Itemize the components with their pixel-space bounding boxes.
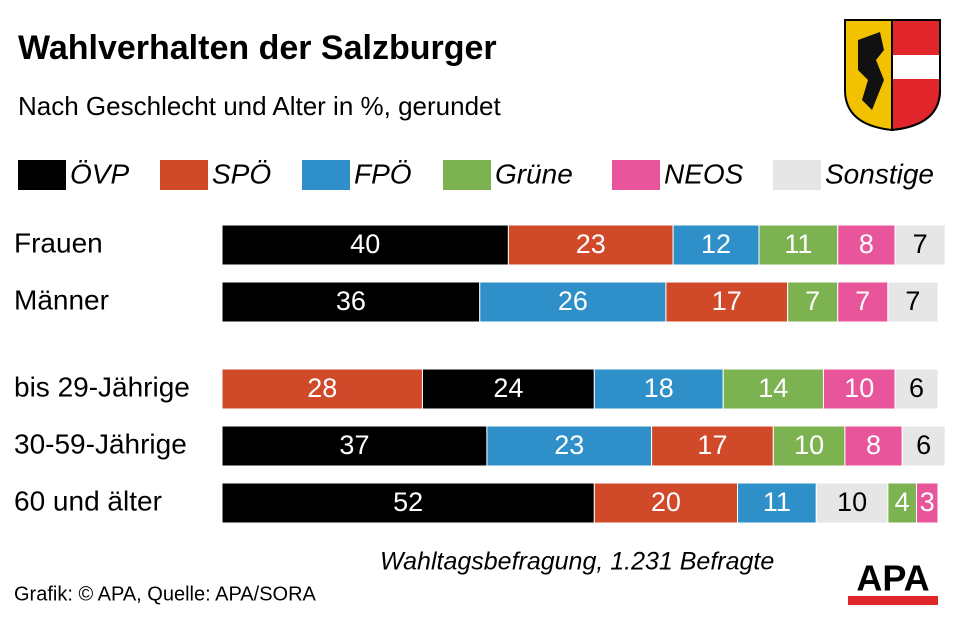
bar-segment — [672, 224, 760, 266]
legend-swatch — [443, 160, 491, 190]
legend-label: Grüne — [495, 158, 573, 189]
chart-subtitle: Nach Geschlecht und Alter in %, gerundet — [18, 91, 502, 121]
value-label: 11 — [763, 487, 791, 517]
value-label: 7 — [913, 229, 928, 259]
row-label: 30-59-Jährige — [14, 428, 187, 459]
bar-segment — [722, 368, 824, 410]
legend-label: NEOS — [664, 158, 744, 189]
bar-segment — [887, 482, 918, 524]
bar-segment — [665, 281, 789, 323]
value-label: 18 — [644, 373, 674, 403]
bar-segment — [421, 368, 595, 410]
value-label: 24 — [493, 373, 523, 403]
value-label: 7 — [855, 286, 870, 316]
legend-label: Sonstige — [825, 158, 934, 189]
bar-segment — [479, 281, 667, 323]
bar-segment — [822, 368, 896, 410]
value-label: 17 — [712, 286, 742, 316]
value-label: 6 — [909, 373, 924, 403]
bar-segment — [593, 368, 724, 410]
bar-segment — [486, 425, 653, 467]
bar-segment — [844, 425, 903, 467]
bar-segment — [758, 224, 839, 266]
value-label: 14 — [758, 373, 788, 403]
bar-segment — [593, 482, 739, 524]
value-label: 7 — [905, 286, 920, 316]
bar-segment — [221, 482, 595, 524]
value-label: 26 — [558, 286, 588, 316]
bar-segment — [916, 482, 939, 524]
legend-swatch — [773, 160, 821, 190]
value-label: 8 — [859, 229, 874, 259]
bar-segment — [651, 425, 774, 467]
value-label: 10 — [844, 373, 874, 403]
value-label: 11 — [784, 229, 812, 259]
legend-swatch — [160, 160, 208, 190]
value-label: 4 — [895, 487, 910, 517]
row-label: Frauen — [14, 227, 103, 258]
legend-label: ÖVP — [70, 158, 129, 189]
value-label: 6 — [916, 430, 931, 460]
legend-label: SPÖ — [212, 158, 271, 189]
bar-segment — [837, 281, 889, 323]
bar-segment — [221, 368, 423, 410]
row-label: Männer — [14, 284, 109, 315]
value-label: 52 — [393, 487, 423, 517]
chart-title: Wahlverhalten der Salzburger — [18, 29, 497, 67]
value-label: 12 — [701, 229, 731, 259]
value-label: 28 — [307, 373, 337, 403]
coat-of-arms — [844, 19, 941, 132]
legend-swatch — [612, 160, 660, 190]
row-label: 60 und älter — [14, 485, 162, 516]
value-label: 20 — [651, 487, 681, 517]
bar-segment — [221, 224, 509, 266]
value-label: 40 — [350, 229, 380, 259]
bar-segment — [221, 281, 481, 323]
row-label: bis 29-Jährige — [14, 371, 190, 402]
logo-text: APA — [856, 558, 929, 599]
legend-swatch — [302, 160, 350, 190]
value-label: 3 — [920, 487, 935, 517]
bar-segment — [787, 281, 839, 323]
value-label: 23 — [554, 430, 584, 460]
value-label: 7 — [805, 286, 820, 316]
bar-segment — [894, 368, 939, 410]
value-label: 10 — [837, 487, 867, 517]
bar-segment — [507, 224, 674, 266]
bar-segment — [221, 425, 488, 467]
legend-swatch — [18, 160, 66, 190]
value-label: 8 — [866, 430, 881, 460]
logo-bar — [848, 596, 938, 605]
bar-segment — [887, 281, 939, 323]
value-label: 10 — [794, 430, 824, 460]
value-label: 23 — [576, 229, 606, 259]
value-label: 36 — [336, 286, 366, 316]
value-label: 37 — [339, 430, 369, 460]
bar-segment — [901, 425, 946, 467]
bar-segment — [894, 224, 946, 266]
note: Wahltagsbefragung, 1.231 Befragte — [380, 548, 774, 576]
value-label: 17 — [697, 430, 727, 460]
logo: APA — [848, 558, 938, 605]
source: Grafik: © APA, Quelle: APA/SORA — [14, 583, 317, 605]
legend-label: FPÖ — [354, 158, 412, 189]
bar-segment — [837, 224, 896, 266]
bar-segment — [772, 425, 846, 467]
